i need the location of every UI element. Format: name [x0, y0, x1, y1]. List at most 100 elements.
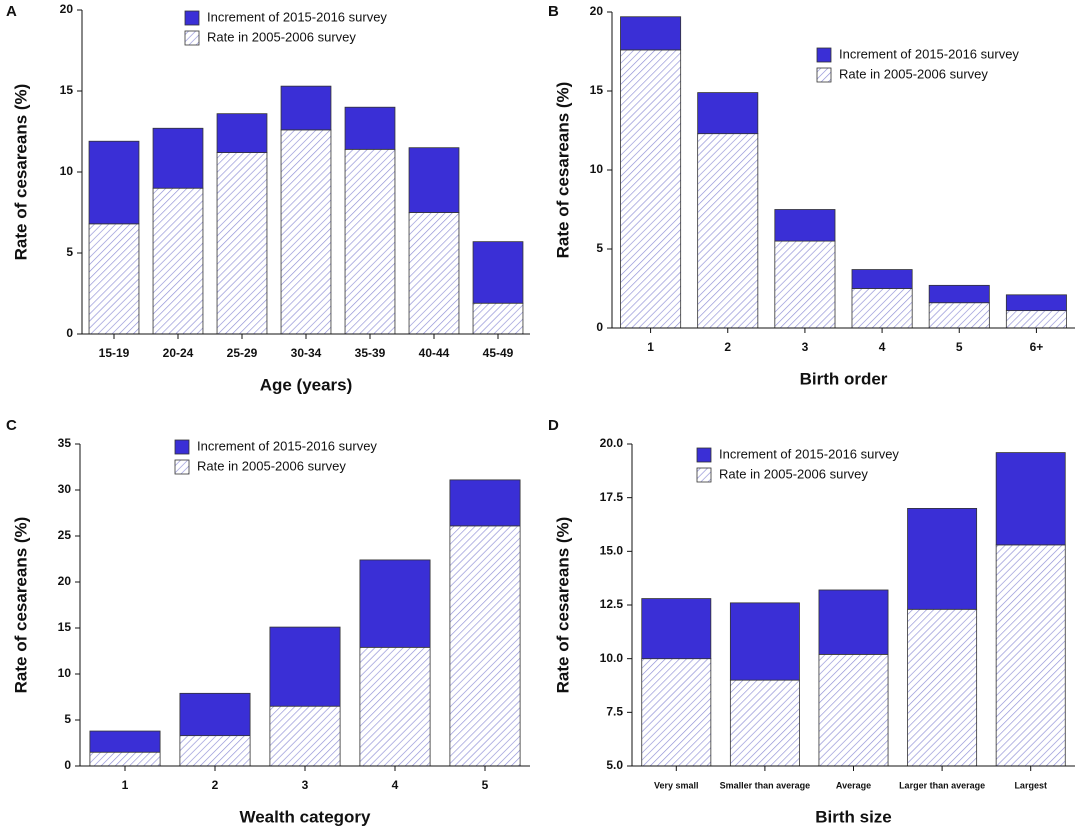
- y-tick-label: 10: [590, 162, 604, 176]
- bar-segment: [89, 751, 161, 767]
- bar-segment: [907, 608, 978, 767]
- legend-swatch: [184, 30, 200, 46]
- x-tick-label: Very small: [654, 780, 699, 790]
- x-tick-label: 3: [802, 340, 809, 354]
- x-tick-label: 4: [392, 778, 399, 792]
- x-tick-label: Larger than average: [899, 780, 985, 790]
- bar-segment: [344, 148, 396, 335]
- y-tick-label: 30: [58, 482, 72, 496]
- bar-segment: [280, 129, 332, 335]
- bar-segment: [620, 16, 682, 51]
- x-tick-label: 30-34: [291, 346, 322, 360]
- y-tick-label: 12.5: [600, 597, 624, 611]
- x-tick-label: 40-44: [419, 346, 450, 360]
- bar-segment: [88, 140, 140, 225]
- y-tick-label: 5: [596, 241, 603, 255]
- y-tick-label: 20: [58, 574, 72, 588]
- panel-letter: A: [6, 3, 17, 20]
- x-tick-label: 6+: [1030, 340, 1044, 354]
- x-tick-label: 25-29: [227, 346, 258, 360]
- x-tick-label: 4: [879, 340, 886, 354]
- bar-segment: [88, 223, 140, 335]
- y-axis-title: Rate of cesareans (%): [11, 517, 30, 694]
- x-tick-label: 1: [122, 778, 129, 792]
- legend-label: Rate in 2005-2006 survey: [197, 458, 346, 473]
- bar-segment: [472, 241, 524, 304]
- x-tick-label: Smaller than average: [720, 780, 811, 790]
- x-tick-label: 2: [212, 778, 219, 792]
- y-axis-title: Rate of cesareans (%): [553, 517, 572, 694]
- x-axis-title: Age (years): [260, 375, 353, 394]
- bar-segment: [344, 106, 396, 150]
- panel: B 1 2 3 4 5 6+ 0 5 10 15 20 Birth order Rate of cesar…: [548, 3, 1075, 388]
- legend-swatch: [696, 467, 712, 483]
- bar-segment: [641, 598, 712, 660]
- legend-label: Rate in 2005-2006 survey: [719, 466, 868, 481]
- bar-segment: [928, 302, 990, 329]
- bar-segment: [449, 479, 521, 527]
- x-tick-label: 5: [482, 778, 489, 792]
- x-tick-label: Largest: [1014, 780, 1047, 790]
- x-tick-label: Average: [836, 780, 871, 790]
- y-tick-label: 0: [66, 326, 73, 340]
- y-tick-label: 15: [58, 620, 72, 634]
- bar-segment: [1005, 294, 1067, 312]
- y-tick-label: 15: [590, 83, 604, 97]
- y-tick-label: 10: [58, 666, 72, 680]
- bar-segment: [851, 288, 913, 329]
- bar-segment: [408, 147, 460, 213]
- bar-segment: [408, 212, 460, 335]
- legend-label: Increment of 2015-2016 survey: [839, 46, 1019, 61]
- legend-label: Rate in 2005-2006 survey: [207, 29, 356, 44]
- legend-label: Increment of 2015-2016 survey: [207, 9, 387, 24]
- panel-letter: C: [6, 417, 17, 434]
- bar-segment: [818, 589, 889, 655]
- x-tick-label: 35-39: [355, 346, 386, 360]
- x-tick-label: 45-49: [483, 346, 514, 360]
- y-tick-label: 20.0: [600, 436, 624, 450]
- bar-segment: [620, 49, 682, 329]
- y-tick-label: 20: [590, 4, 604, 18]
- x-tick-label: 20-24: [163, 346, 194, 360]
- y-tick-label: 0: [64, 758, 71, 772]
- bar-segment: [774, 240, 836, 329]
- bar-segment: [1005, 310, 1067, 329]
- y-axis-title: Rate of cesareans (%): [553, 82, 572, 259]
- bar-segment: [774, 209, 836, 242]
- bar-segment: [152, 187, 204, 335]
- bar-segment: [280, 85, 332, 131]
- legend-label: Rate in 2005-2006 survey: [839, 66, 988, 81]
- x-tick-label: 3: [302, 778, 309, 792]
- bar-segment: [152, 127, 204, 189]
- x-tick-label: 5: [956, 340, 963, 354]
- bar-segment: [449, 525, 521, 767]
- bar-segment: [269, 705, 341, 767]
- bar-segment: [216, 152, 268, 335]
- bar-segment: [89, 730, 161, 753]
- y-tick-label: 10: [60, 164, 74, 178]
- bar-segment: [729, 679, 800, 767]
- bar-segment: [907, 508, 978, 610]
- y-tick-label: 20: [60, 2, 74, 16]
- bar-segment: [995, 544, 1066, 767]
- bar-segment: [995, 452, 1066, 546]
- bar-segment: [269, 626, 341, 707]
- bar-segment: [697, 133, 759, 329]
- legend-label: Increment of 2015-2016 survey: [197, 438, 377, 453]
- bar-segment: [179, 735, 251, 767]
- y-tick-label: 5: [64, 712, 71, 726]
- y-tick-label: 7.5: [606, 705, 623, 719]
- bar-segment: [179, 692, 251, 737]
- y-tick-label: 15: [60, 83, 74, 97]
- legend-swatch: [174, 459, 190, 475]
- legend-swatch: [696, 447, 712, 463]
- y-tick-label: 5: [66, 245, 73, 259]
- y-tick-label: 10.0: [600, 651, 624, 665]
- panel: C 1 2 3 4 5 0 5 10 15 20 25 30 35 Wealth category Rate …: [6, 417, 530, 826]
- bar-segment: [697, 92, 759, 135]
- panel: D Very small Smaller than average Average La…: [548, 417, 1075, 826]
- y-tick-label: 25: [58, 528, 72, 542]
- x-axis-title: Birth size: [815, 807, 892, 826]
- x-axis-title: Birth order: [800, 369, 888, 388]
